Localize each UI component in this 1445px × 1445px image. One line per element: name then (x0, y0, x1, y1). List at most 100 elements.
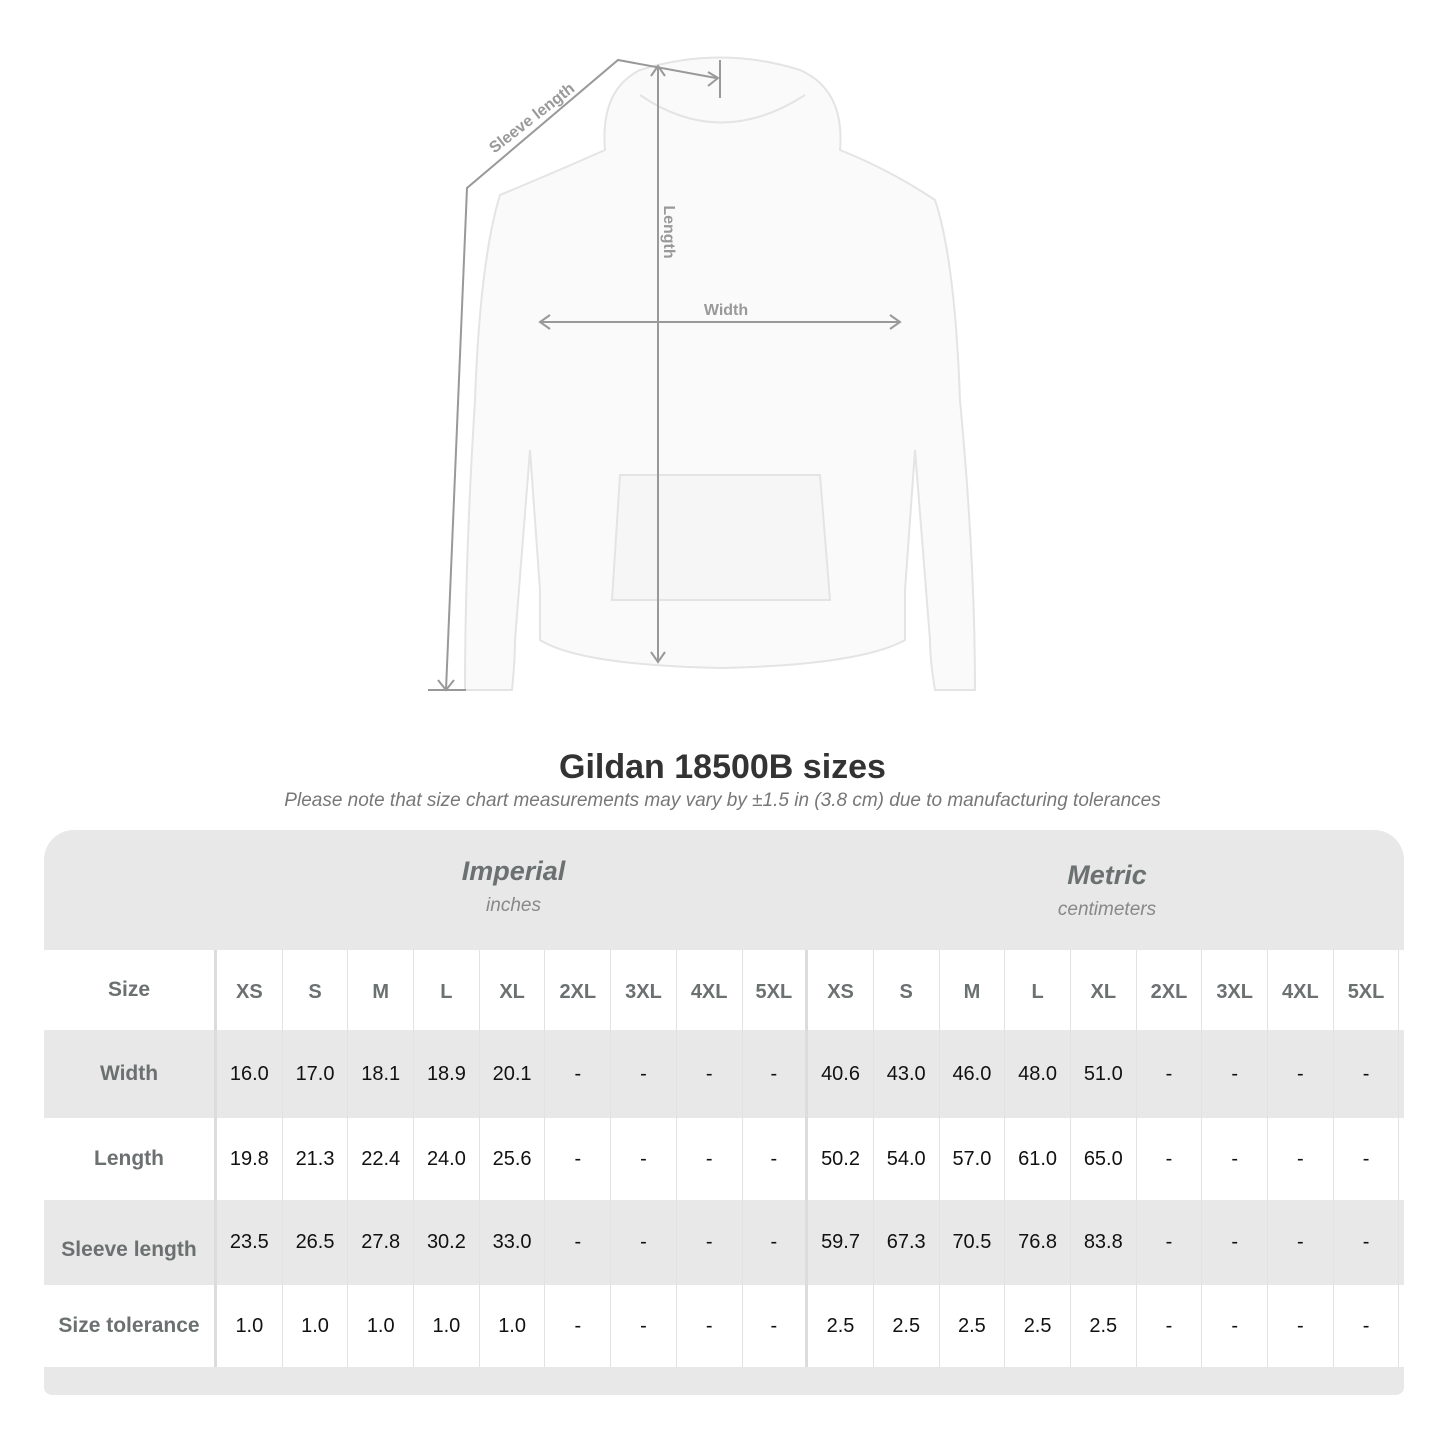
imperial-header: Imperial inches (217, 830, 810, 948)
imperial-value-cell: 1.0 (414, 1285, 480, 1367)
chart-title: Gildan 18500B sizes (559, 748, 886, 786)
imperial-value-cell: - (743, 1200, 809, 1285)
imperial-value-cell: - (611, 1200, 677, 1285)
metric-value-cell: - (1202, 1200, 1268, 1285)
size-header-cell: 3XL (611, 950, 677, 1030)
metric-value-cell: - (1137, 1118, 1203, 1200)
size-header-cell: 5XL (1334, 950, 1400, 1030)
imperial-value-cell: - (545, 1285, 612, 1367)
metric-value-cell: 2.5 (1005, 1285, 1071, 1367)
metric-value-cell: - (1334, 1030, 1400, 1118)
imperial-value-cell: 27.8 (348, 1200, 415, 1285)
row-label: Sleeve length (44, 1200, 217, 1285)
imperial-value-cell: 16.0 (217, 1030, 283, 1118)
metric-value-cell: - (1334, 1285, 1400, 1367)
imperial-value-cell: 18.9 (414, 1030, 480, 1118)
size-header-cell: 4XL (1268, 950, 1334, 1030)
imperial-value-cell: 23.5 (217, 1200, 283, 1285)
metric-value-cell: 43.0 (874, 1030, 940, 1118)
imperial-value-cell: - (743, 1118, 809, 1200)
imperial-value-cell: 25.6 (480, 1118, 546, 1200)
row-label: Width (44, 1030, 217, 1118)
table-row: Size tolerance 1.0 1.0 1.0 1.0 1.0- - - -2.5 2.5 2… (44, 1285, 1404, 1367)
metric-value-cell: - (1334, 1200, 1400, 1285)
metric-value-cell: - (1268, 1030, 1334, 1118)
row-label: Size (44, 950, 217, 1030)
size-header-cell: M (940, 950, 1006, 1030)
metric-value-cell: 76.8 (1005, 1200, 1071, 1285)
metric-value-cell: 50.2 (808, 1118, 874, 1200)
imperial-value-cell: - (545, 1118, 612, 1200)
hoodie-diagram: Sleeve length Length Width (428, 56, 977, 692)
imperial-value-cell: - (677, 1030, 743, 1118)
metric-value-cell: 2.5 (1071, 1285, 1137, 1367)
size-header-cell: 2XL (1137, 950, 1203, 1030)
length-label: Length (660, 205, 677, 258)
imperial-value-cell: 30.2 (414, 1200, 480, 1285)
imperial-title: Imperial (461, 856, 566, 886)
metric-value-cell: - (1137, 1200, 1203, 1285)
metric-value-cell: 2.5 (808, 1285, 874, 1367)
metric-value-cell: 46.0 (940, 1030, 1006, 1118)
imperial-value-cell: 33.0 (480, 1200, 546, 1285)
imperial-value-cell: - (743, 1030, 809, 1118)
imperial-value-cell: - (611, 1118, 677, 1200)
imperial-value-cell: 17.0 (283, 1030, 349, 1118)
imperial-value-cell: - (611, 1285, 677, 1367)
imperial-value-cell: 21.3 (283, 1118, 349, 1200)
imperial-value-cell: - (677, 1118, 743, 1200)
metric-value-cell: 2.5 (940, 1285, 1006, 1367)
imperial-value-cell: - (545, 1030, 612, 1118)
metric-value-cell: - (1268, 1285, 1334, 1367)
width-label: Width (704, 302, 748, 319)
metric-value-cell: - (1202, 1285, 1268, 1367)
table-row: Sleeve length 23.5 26.5 27.8 30.2 33.0- - - -59.… (44, 1200, 1404, 1285)
imperial-value-cell: - (545, 1200, 612, 1285)
size-header-cell: XL (1071, 950, 1137, 1030)
imperial-value-cell: 26.5 (283, 1200, 349, 1285)
imperial-value-cell: 22.4 (348, 1118, 415, 1200)
hoodie-image (463, 56, 977, 691)
size-table: Imperial inches Metric centimeters Size X… (44, 830, 1404, 1395)
metric-value-cell: 2.5 (874, 1285, 940, 1367)
size-header-cell: 3XL (1202, 950, 1268, 1030)
metric-value-cell: 65.0 (1071, 1118, 1137, 1200)
metric-value-cell: 40.6 (808, 1030, 874, 1118)
metric-value-cell: - (1202, 1030, 1268, 1118)
row-label: Size tolerance (44, 1285, 217, 1367)
imperial-value-cell: 19.8 (217, 1118, 283, 1200)
metric-value-cell: 67.3 (874, 1200, 940, 1285)
size-header-cell: 2XL (545, 950, 612, 1030)
metric-value-cell: 83.8 (1071, 1200, 1137, 1285)
imperial-value-cell: - (743, 1285, 809, 1367)
metric-value-cell: 59.7 (808, 1200, 874, 1285)
metric-value-cell: - (1268, 1118, 1334, 1200)
imperial-value-cell: 24.0 (414, 1118, 480, 1200)
metric-value-cell: 70.5 (940, 1200, 1006, 1285)
imperial-value-cell: 1.0 (283, 1285, 349, 1367)
metric-title: Metric (1067, 860, 1147, 890)
size-header-cell: XS (217, 950, 283, 1030)
metric-unit: centimeters (1057, 899, 1157, 920)
imperial-value-cell: - (611, 1030, 677, 1118)
size-header-cell: XL (480, 950, 546, 1030)
size-header-cell: M (348, 950, 415, 1030)
size-header-cell: L (414, 950, 480, 1030)
table-row: Length 19.8 21.3 22.4 24.0 25.6- - - -50.2 54.0 57… (44, 1118, 1404, 1200)
imperial-value-cell: 20.1 (480, 1030, 546, 1118)
tolerance-note: Please note that size chart measurements… (284, 790, 1161, 811)
size-header-cell: XS (808, 950, 874, 1030)
metric-value-cell: 57.0 (940, 1118, 1006, 1200)
metric-header: Metric centimeters (810, 830, 1404, 948)
metric-value-cell: - (1137, 1030, 1203, 1118)
table-row: Width 16.0 17.0 18.1 18.9 20.1- - - -40.6 43.0 46.… (44, 1030, 1404, 1118)
size-header-cell: S (874, 950, 940, 1030)
size-header-cell: 4XL (677, 950, 743, 1030)
metric-value-cell: - (1137, 1285, 1203, 1367)
metric-value-cell: - (1268, 1200, 1334, 1285)
size-header-cell: L (1005, 950, 1071, 1030)
row-label: Length (44, 1118, 217, 1200)
size-header-cell: 5XL (743, 950, 809, 1030)
imperial-value-cell: - (677, 1200, 743, 1285)
imperial-value-cell: - (677, 1285, 743, 1367)
